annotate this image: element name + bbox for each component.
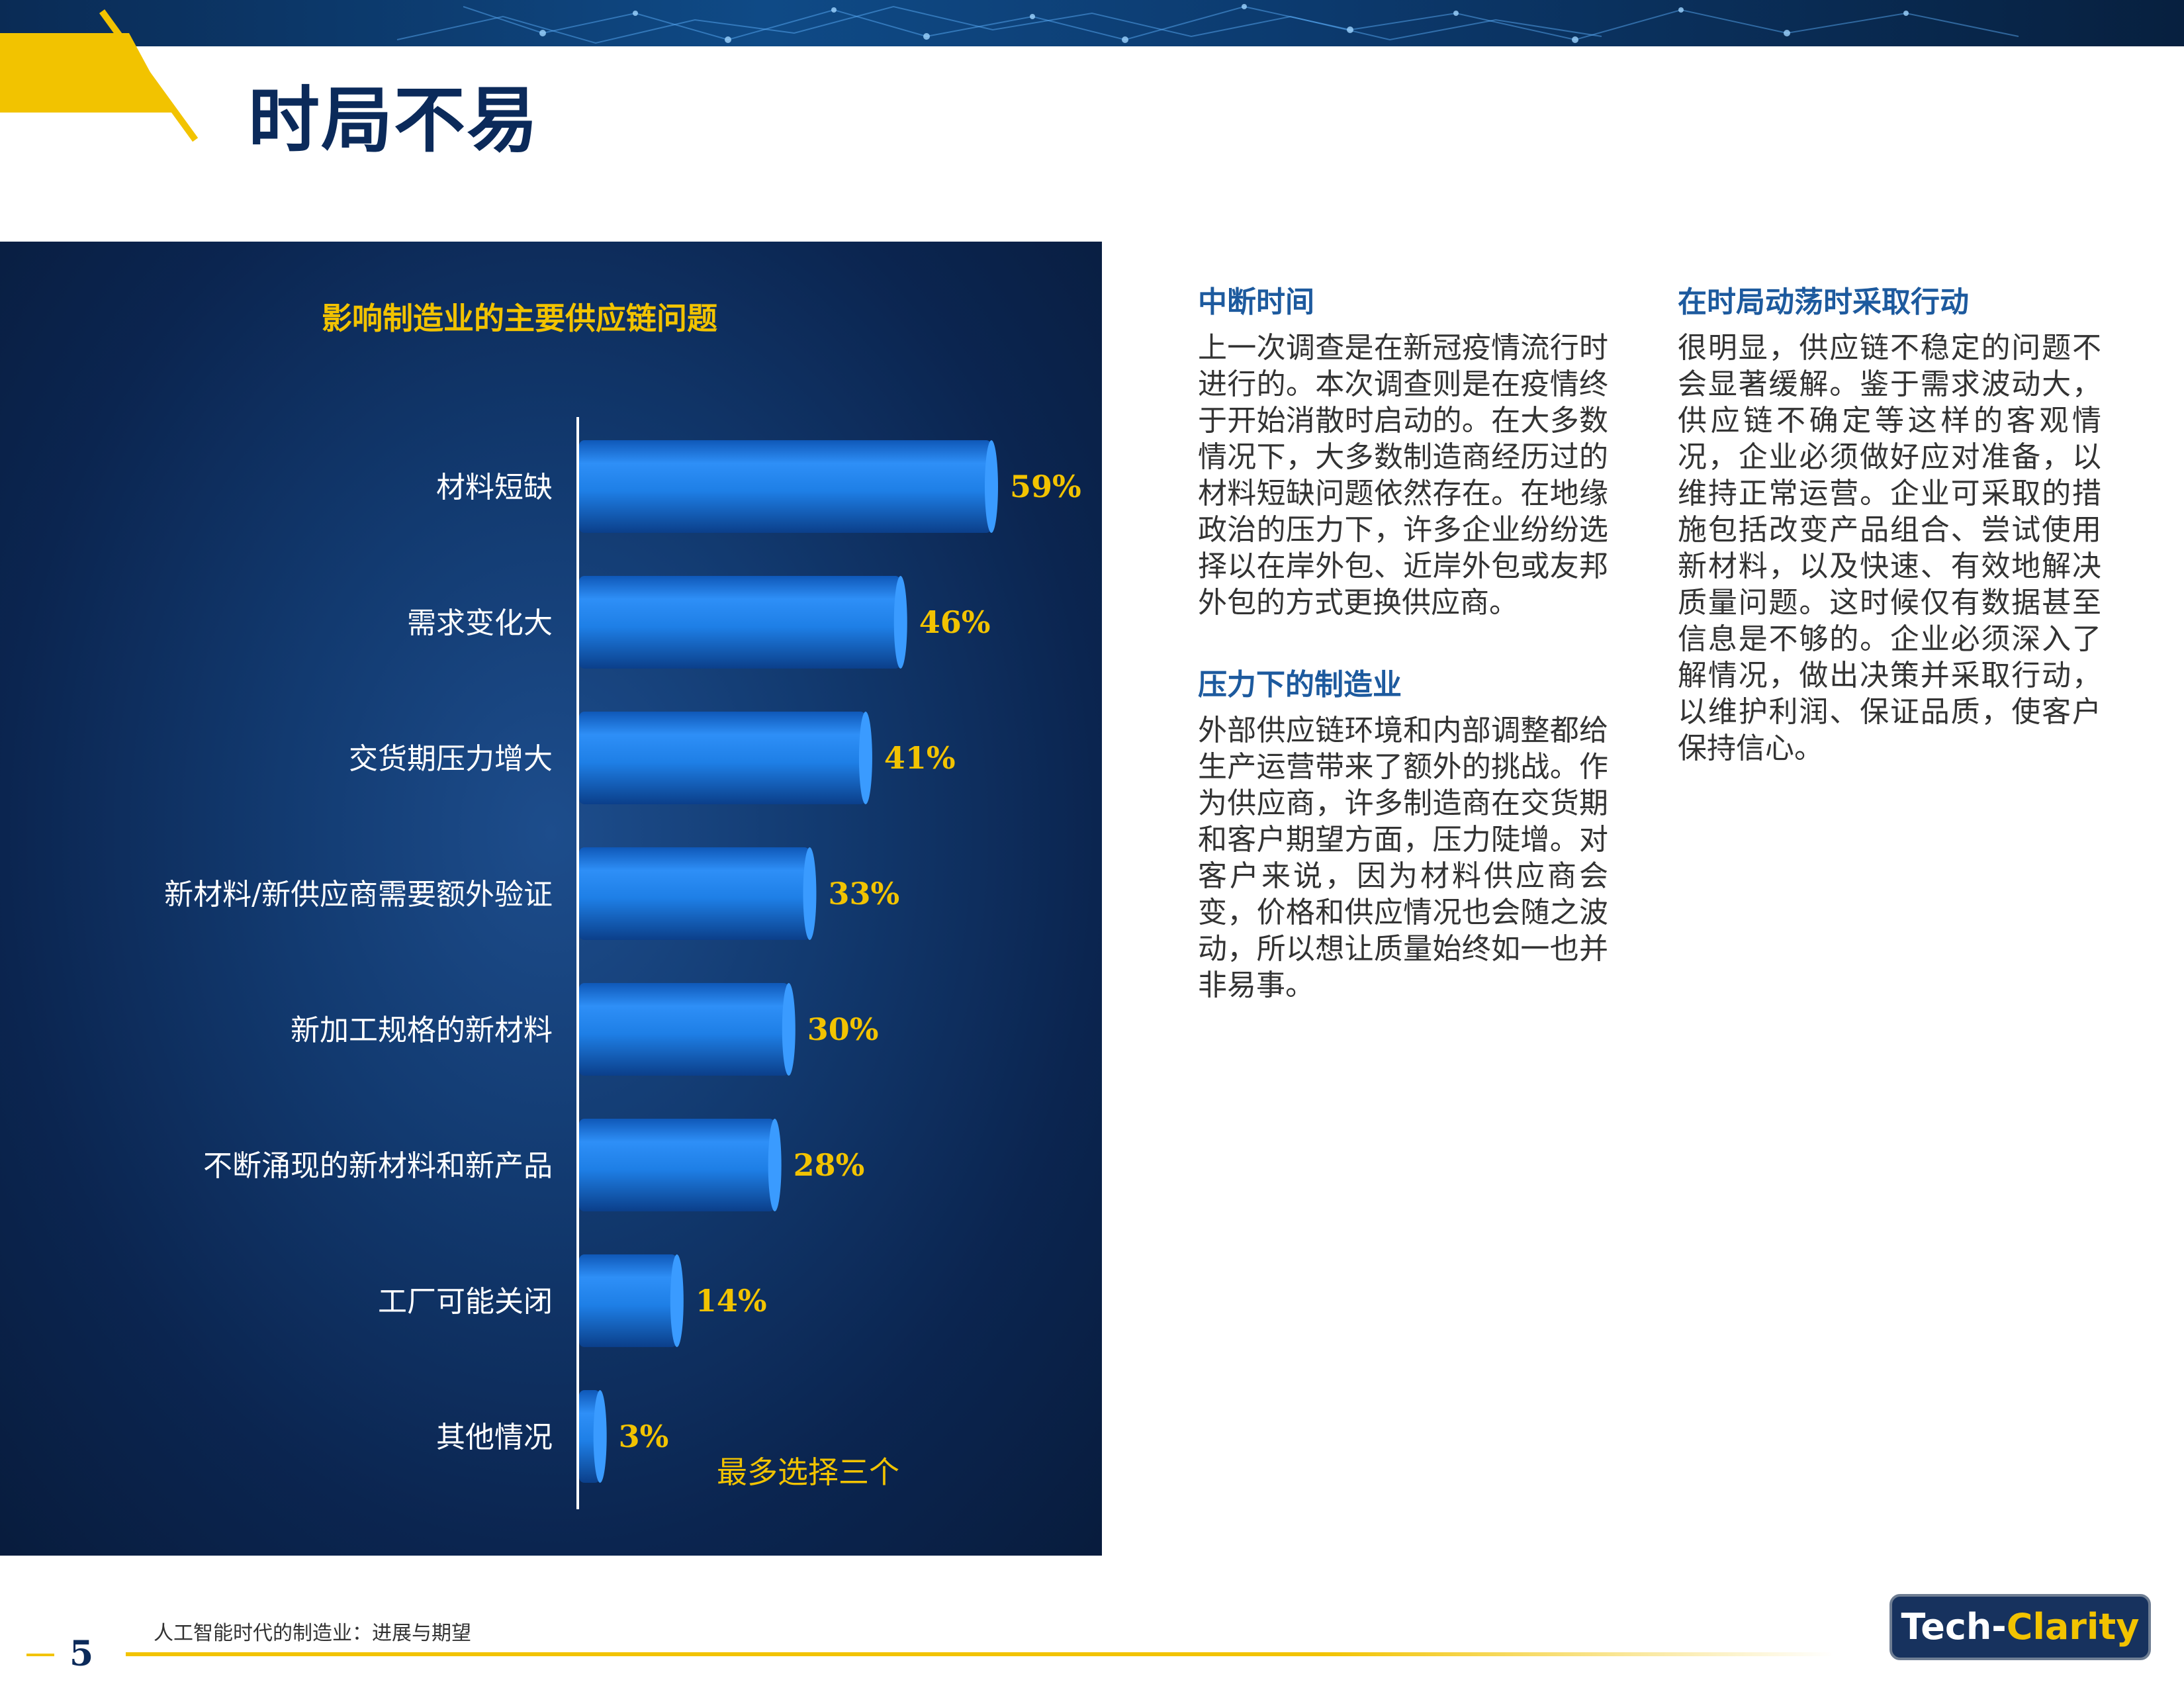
network-pattern-graphic — [396, 4, 2019, 44]
text-column-2: 在时局动荡时采取行动 很明显，供应链不稳定的问题不会显著缓解。鉴于需求波动大，供… — [1678, 278, 2101, 806]
bar-cap — [782, 983, 796, 1076]
bar-cap — [803, 847, 817, 940]
bar-cap — [858, 712, 872, 804]
category-label: 其他情况 — [436, 1421, 553, 1454]
section-body-interruption: 上一次调查是在新冠疫情流行时进行的。本次调查则是在疫情终于开始消散时启动的。在大… — [1198, 331, 1608, 620]
header-banner — [0, 0, 2184, 46]
value-label: 3% — [619, 1419, 669, 1454]
text-column-1: 中断时间 上一次调查是在新冠疫情流行时进行的。本次调查则是在疫情终于开始消散时启… — [1198, 278, 1608, 1043]
bar-cap — [670, 1254, 684, 1347]
bar — [579, 847, 810, 940]
bar-cap — [893, 576, 907, 669]
value-label: 33% — [828, 876, 899, 912]
category-label: 新加工规格的新材料 — [291, 1013, 553, 1047]
category-label: 需求变化大 — [407, 606, 553, 640]
category-label: 新材料/新供应商需要额外验证 — [164, 878, 553, 912]
chart-note: 最多选择三个 — [717, 1454, 899, 1490]
category-label: 不断涌现的新材料和新产品 — [203, 1149, 553, 1183]
bar — [579, 712, 866, 804]
chart-panel: 影响制造业的主要供应链问题 材料短缺 59% 需求变化大 46% 交货期压力增大 41% 新… — [0, 242, 1102, 1556]
chart-title: 影响制造业的主要供应链问题 — [322, 301, 717, 336]
value-label: 41% — [884, 740, 956, 776]
bar — [579, 576, 901, 669]
value-label: 30% — [807, 1011, 879, 1047]
footer-title: 人工智能时代的制造业：进展与期望 — [154, 1622, 471, 1645]
section-heading-pressure: 压力下的制造业 — [1198, 668, 1402, 702]
logo-text-part1: Tech- — [1901, 1606, 2007, 1648]
section-body-pressure: 外部供应链环境和内部调整都给生产运营带来了额外的挑战。作为供应商，许多制造商在交… — [1198, 714, 1608, 1002]
bars-group: 材料短缺 59% 需求变化大 46% 交货期压力增大 41% 新材料/新供应商需要额外验证 3… — [164, 440, 1081, 1483]
category-label: 工厂可能关闭 — [378, 1285, 553, 1319]
bar-cap — [985, 440, 998, 533]
bar — [579, 1119, 775, 1211]
tech-clarity-logo: Tech-Clarity — [1889, 1594, 2151, 1660]
section-heading-interruption: 中断时间 — [1198, 285, 1314, 319]
bar-chart: 材料短缺 59% 需求变化大 46% 交货期压力增大 41% 新材料/新供应商需要额外验证 3… — [164, 417, 1081, 1509]
page-number: 5 — [69, 1634, 94, 1674]
bar — [579, 983, 789, 1076]
value-label: 28% — [794, 1147, 865, 1183]
category-label: 材料短缺 — [436, 471, 553, 504]
value-label: 46% — [919, 604, 991, 640]
footer-line — [126, 1652, 1833, 1656]
value-label: 14% — [696, 1283, 767, 1319]
footer-line-left — [26, 1654, 54, 1656]
page-title: 时局不易 — [248, 79, 540, 162]
bar — [579, 440, 991, 533]
value-label: 59% — [1010, 469, 1081, 504]
bar-cap — [593, 1390, 607, 1483]
section-heading-action: 在时局动荡时采取行动 — [1678, 285, 1969, 319]
category-label: 交货期压力增大 — [349, 742, 553, 776]
bar — [579, 1254, 677, 1347]
section-body-action: 很明显，供应链不稳定的问题不会显著缓解。鉴于需求波动大，供应链不确定等这样的客观… — [1678, 331, 2101, 765]
logo-text-part2: Clarity — [2006, 1606, 2140, 1648]
bar-cap — [768, 1119, 782, 1211]
